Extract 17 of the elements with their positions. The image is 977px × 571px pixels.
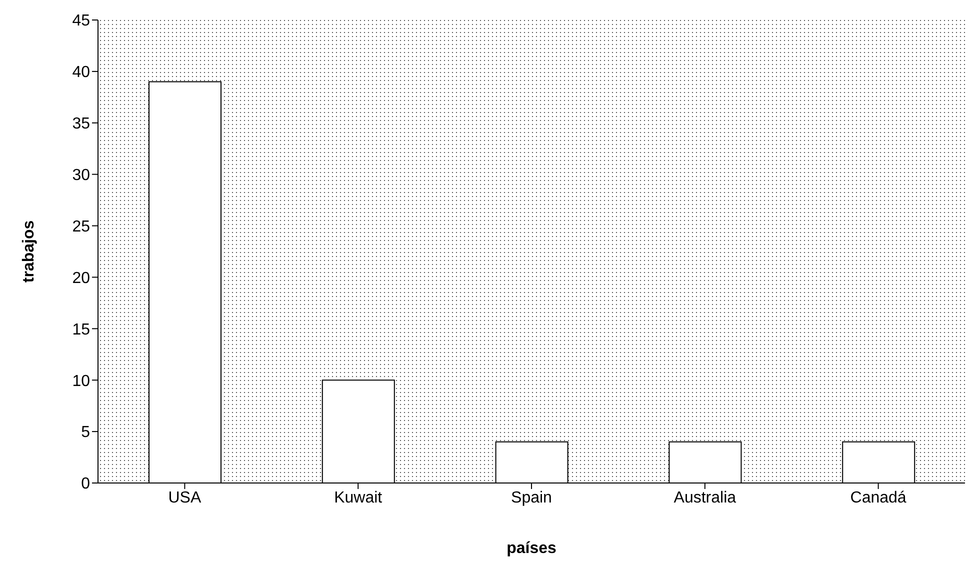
- y-tick-label: 30: [72, 167, 90, 184]
- y-axis-title: trabajos: [20, 220, 38, 283]
- x-tick-label: USA: [168, 489, 202, 506]
- y-tick-label: 35: [72, 116, 90, 133]
- y-tick-label: 0: [81, 476, 90, 493]
- x-axis-title: países: [506, 540, 557, 557]
- x-tick-label: Spain: [511, 489, 552, 506]
- x-tick-label: Kuwait: [334, 489, 383, 506]
- y-tick-label: 5: [81, 424, 90, 442]
- y-tick-label: 45: [72, 12, 90, 30]
- x-tick-label: Australia: [674, 489, 736, 506]
- y-tick-label: 15: [72, 321, 90, 338]
- y-tick-label: 25: [72, 218, 90, 236]
- y-tick-label: 40: [72, 64, 90, 82]
- x-tick-label: Canadá: [850, 489, 906, 506]
- y-tick-label: 20: [72, 270, 90, 287]
- y-tick-label: 10: [72, 372, 90, 390]
